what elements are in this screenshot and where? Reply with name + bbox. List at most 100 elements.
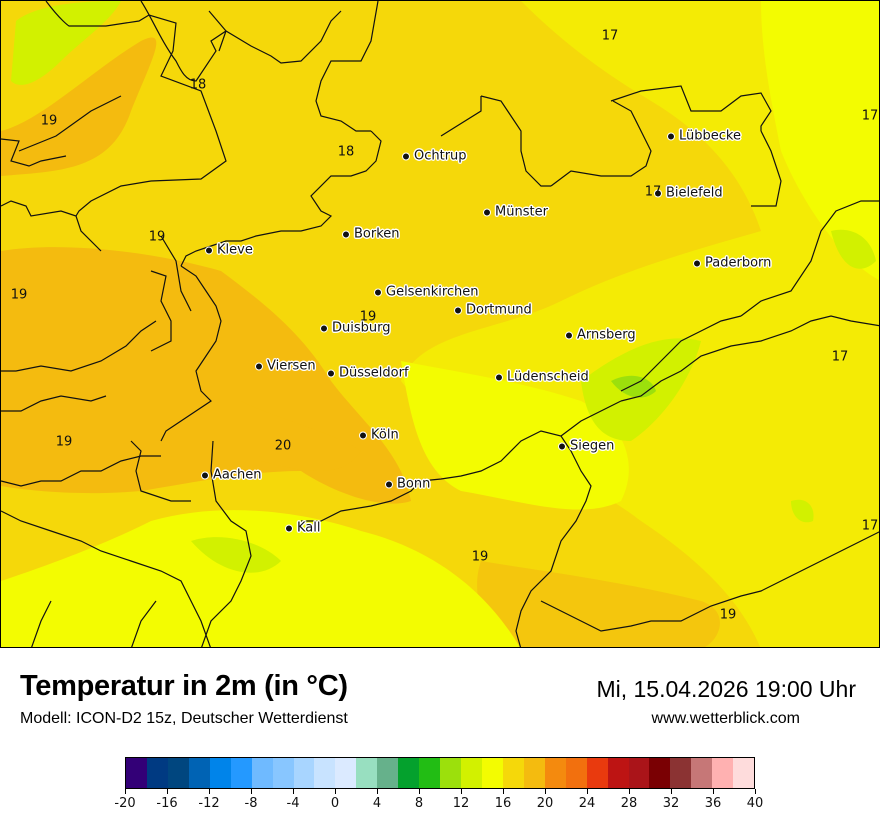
city-dot-icon (402, 152, 410, 160)
colorbar-tick (125, 789, 126, 794)
colorbar-tick-label: -16 (156, 796, 178, 811)
temperature-value-label: 17 (831, 349, 849, 365)
temperature-value-label: 19 (40, 113, 58, 129)
colorbar-tick (461, 789, 462, 794)
city-dot-icon (374, 288, 382, 296)
colorbar-segment (293, 758, 315, 788)
temperature-value-label: 19 (55, 434, 73, 450)
city-name: Viersen (267, 358, 316, 374)
colorbar-segment (461, 758, 482, 788)
city-marker: Ochtrup (402, 149, 467, 164)
temperature-value-label: 20 (274, 438, 292, 454)
city-marker: Bonn (385, 477, 430, 492)
city-name: Kleve (217, 242, 253, 258)
city-dot-icon (385, 480, 393, 488)
colorbar-segment (230, 758, 252, 788)
temperature-value-label: 17 (861, 518, 879, 534)
city-marker: Borken (342, 227, 400, 242)
colorbar-segment (146, 758, 168, 788)
city-dot-icon (495, 373, 503, 381)
city-marker: Gelsenkirchen (374, 285, 479, 300)
temperature-value-label: 17 (644, 184, 662, 200)
colorbar-segment (670, 758, 692, 788)
city-marker: Duisburg (320, 321, 391, 336)
colorbar-tick (251, 789, 252, 794)
city-marker: Münster (483, 205, 548, 220)
city-name: Münster (495, 204, 548, 220)
colorbar-tick (587, 789, 588, 794)
city-name: Paderborn (705, 255, 772, 271)
colorbar-segment (167, 758, 189, 788)
city-name: Köln (371, 427, 399, 443)
colorbar-tick-label: -8 (244, 796, 258, 811)
temperature-colorbar (125, 757, 755, 789)
colorbar-tick-label: 4 (372, 796, 382, 811)
city-name: Siegen (570, 438, 615, 454)
city-marker: Viersen (255, 359, 316, 374)
city-marker: Arnsberg (565, 328, 636, 343)
colorbar-segment (691, 758, 713, 788)
colorbar-tick (713, 789, 714, 794)
city-marker: Paderborn (693, 256, 771, 271)
colorbar-segment (419, 758, 441, 788)
temperature-value-label: 19 (471, 549, 489, 565)
colorbar-tick-label: 24 (578, 796, 596, 811)
temperature-value-label: 17 (601, 28, 619, 44)
colorbar-segment (481, 758, 503, 788)
colorbar-tick-label: 0 (330, 796, 340, 811)
city-dot-icon (483, 208, 491, 216)
colorbar-tick (671, 789, 672, 794)
colorbar-segment (398, 758, 420, 788)
city-dot-icon (342, 230, 350, 238)
colorbar-segment (251, 758, 273, 788)
website-link[interactable]: www.wetterblick.com (651, 710, 800, 727)
temperature-value-label: 18 (337, 144, 355, 160)
temperature-value-label: 19 (359, 309, 377, 325)
city-name: Kall (297, 520, 321, 536)
city-name: Düsseldorf (339, 365, 409, 381)
colorbar-segment (544, 758, 566, 788)
city-dot-icon (667, 132, 675, 140)
colorbar-tick-label: -12 (198, 796, 220, 811)
colorbar-segment (733, 758, 755, 788)
city-marker: Aachen (201, 468, 261, 483)
city-name: Dortmund (466, 302, 532, 318)
city-marker: Kall (285, 521, 321, 536)
temperature-value-label: 18 (189, 77, 207, 93)
colorbar-segment (126, 758, 147, 788)
city-name: Duisburg (332, 320, 391, 336)
temperature-map: Ochtrup Lübbecke Bielefeld Münster Borken Kle… (0, 0, 880, 648)
city-dot-icon (359, 431, 367, 439)
city-dot-icon (320, 324, 328, 332)
colorbar-tick (503, 789, 504, 794)
colorbar-segment (586, 758, 608, 788)
city-name: Arnsberg (577, 327, 636, 343)
map-title: Temperatur in 2m (in °C) (20, 670, 348, 702)
temperature-value-label: 19 (10, 287, 28, 303)
colorbar-segment (649, 758, 671, 788)
city-name: Gelsenkirchen (386, 284, 479, 300)
colorbar-segment (628, 758, 650, 788)
city-name: Ochtrup (414, 148, 467, 164)
colorbar-segment (565, 758, 587, 788)
city-name: Bielefeld (666, 185, 723, 201)
colorbar-tick (377, 789, 378, 794)
colorbar-segment (356, 758, 378, 788)
colorbar-tick (629, 789, 630, 794)
colorbar-segment (502, 758, 524, 788)
city-dot-icon (255, 362, 263, 370)
city-dot-icon (565, 331, 573, 339)
colorbar-segment (607, 758, 629, 788)
colorbar-tick-label: 40 (746, 796, 764, 811)
city-marker: Bielefeld (654, 186, 723, 201)
temperature-field (1, 1, 879, 647)
city-dot-icon (454, 306, 462, 314)
colorbar-segment (712, 758, 734, 788)
colorbar-tick-label: 16 (494, 796, 512, 811)
colorbar-tick (335, 789, 336, 794)
colorbar-segment (272, 758, 294, 788)
city-dot-icon (327, 369, 335, 377)
colorbar-tick (293, 789, 294, 794)
city-name: Borken (354, 226, 400, 242)
colorbar-segment (440, 758, 461, 788)
